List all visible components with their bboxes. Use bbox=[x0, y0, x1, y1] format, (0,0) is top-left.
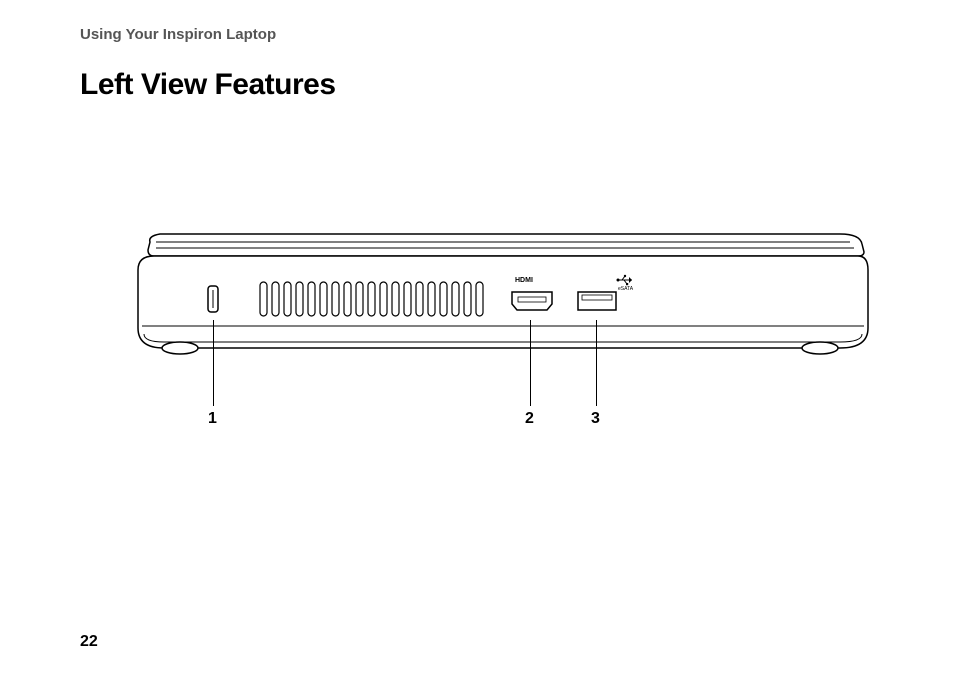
svg-text:HDMI: HDMI bbox=[515, 277, 533, 284]
callout-label-3: 3 bbox=[591, 410, 600, 428]
laptop-left-view-figure: HDMI eSATA bbox=[120, 230, 870, 370]
callout-label-1: 1 bbox=[208, 410, 217, 428]
laptop-illustration: HDMI eSATA bbox=[120, 230, 870, 370]
page-title: Left View Features bbox=[80, 68, 336, 102]
callout-line-1 bbox=[213, 320, 214, 406]
callout-line-3 bbox=[596, 320, 597, 406]
page-number: 22 bbox=[80, 633, 98, 651]
svg-text:eSATA: eSATA bbox=[618, 286, 634, 292]
callout-line-2 bbox=[530, 320, 531, 406]
section-header: Using Your Inspiron Laptop bbox=[80, 26, 276, 43]
callout-label-2: 2 bbox=[525, 410, 534, 428]
